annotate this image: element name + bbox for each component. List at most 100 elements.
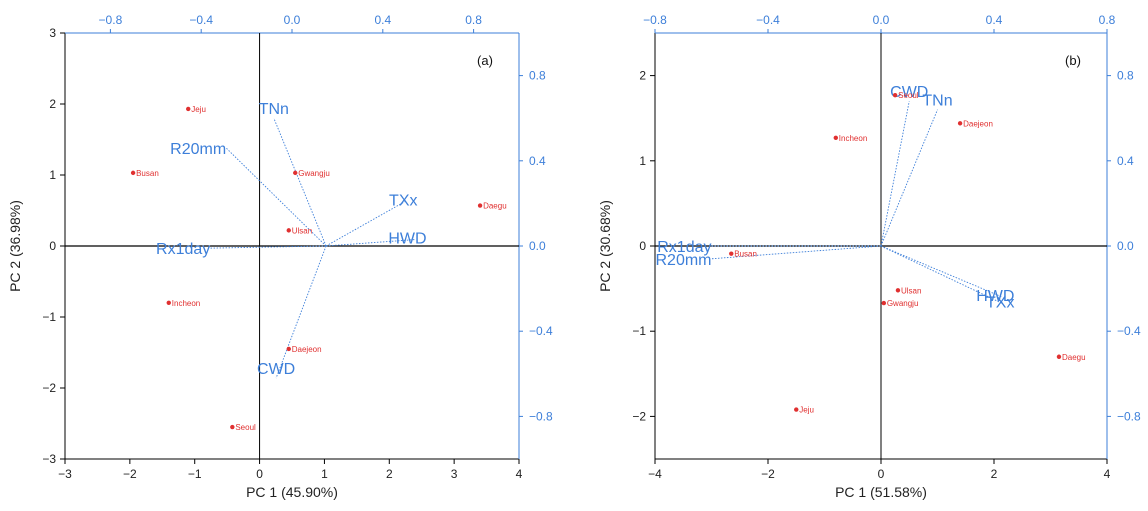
loading-label-hwd: HWD <box>976 288 1014 305</box>
score-label-ulsan: Ulsan <box>292 226 312 235</box>
y-tick-label: 0 <box>639 239 646 253</box>
score-point-busan <box>729 251 734 256</box>
loading-label-tnn: TNn <box>259 101 289 118</box>
loading-vector-cwd <box>880 101 910 247</box>
loading-label-tnn: TNn <box>922 93 952 110</box>
right-tick-label: 0.8 <box>1117 69 1134 83</box>
score-label-daegu: Daegu <box>483 202 507 211</box>
y-tick-label: 0 <box>49 239 56 253</box>
x-tick-label: 1 <box>321 467 328 481</box>
score-point-daejeon <box>957 121 963 126</box>
score-label-gwangju: Gwangju <box>298 169 330 178</box>
y-tick-label: 2 <box>639 69 646 83</box>
x-axis-title: PC 1 (51.58%) <box>835 484 927 500</box>
loading-label-txx: TXx <box>389 192 417 209</box>
score-label-incheon: Incheon <box>839 134 867 143</box>
x-tick-label: 4 <box>516 467 523 481</box>
score-point-gwangju <box>881 300 887 306</box>
score-label-ulsan: Ulsan <box>901 286 921 295</box>
score-label-jeju: Jeju <box>799 406 814 415</box>
score-point-seoul <box>892 92 898 98</box>
y-tick-label: −2 <box>42 381 56 395</box>
loading-vector-tnn <box>273 118 327 247</box>
y-axis-title: PC 2 (36.98%) <box>7 200 23 292</box>
loading-label-cwd: CWD <box>257 361 295 378</box>
score-label-busan: Busan <box>136 169 159 178</box>
loading-vector-hwd <box>880 245 1003 298</box>
score-point-busan <box>130 170 136 176</box>
y-tick-label: 1 <box>639 154 646 168</box>
top-tick-label: −0.8 <box>99 13 123 27</box>
x-tick-label: 3 <box>451 467 458 481</box>
score-label-seoul: Seoul <box>898 91 919 100</box>
top-tick-label: 0.8 <box>1099 13 1116 27</box>
score-point-daejeon <box>286 346 291 352</box>
top-tick-label: −0.4 <box>756 13 780 27</box>
y-tick-label: 1 <box>49 168 56 182</box>
x-tick-label: −1 <box>188 467 202 481</box>
loading-label-r20mm: R20mm <box>170 141 226 158</box>
x-tick-label: −2 <box>123 467 137 481</box>
score-label-seoul: Seoul <box>235 423 256 432</box>
score-label-daegu: Daegu <box>1062 353 1086 362</box>
score-point-jeju <box>794 407 799 412</box>
loading-vector-txx <box>880 245 1003 304</box>
score-point-jeju <box>186 106 191 112</box>
y-tick-label: −2 <box>632 409 646 423</box>
loading-label-rx1day: Rx1day <box>156 241 210 258</box>
score-label-incheon: Incheon <box>172 299 200 308</box>
panel-a: −3 −2 −1 0 1 2 3 4 −3 −2 −1 0 1 2 3 −0.8 −0.4 0.0 0.4 0.8 −0… <box>7 13 553 500</box>
top-tick-label: 0.0 <box>873 13 890 27</box>
right-tick-label: −0.8 <box>1117 409 1141 423</box>
loading-label-txx: TXx <box>986 295 1014 312</box>
x-axis-title: PC 1 (45.90%) <box>246 484 338 500</box>
top-tick-label: 0.4 <box>986 13 1003 27</box>
top-tick-label: 0.0 <box>284 13 301 27</box>
y-tick-label: 3 <box>49 26 56 40</box>
x-tick-label: 2 <box>386 467 393 481</box>
score-point-incheon <box>166 300 171 305</box>
loading-label-r20mm: R20mm <box>655 252 711 269</box>
top-tick-label: 0.4 <box>374 13 391 27</box>
x-tick-label: −3 <box>58 467 72 481</box>
loading-vector-r20mm <box>225 147 327 247</box>
right-tick-label: −0.4 <box>1117 324 1141 338</box>
loading-vector-txx <box>325 200 406 247</box>
score-label-busan: Busan <box>734 250 757 259</box>
top-tick-label: −0.8 <box>643 13 667 27</box>
loading-label-hwd: HWD <box>388 231 426 248</box>
score-label-jeju: Jeju <box>191 105 206 114</box>
panel-label: (a) <box>477 53 493 68</box>
top-tick-label: −0.4 <box>189 13 213 27</box>
x-tick-label: −4 <box>648 467 662 481</box>
x-tick-label: 0 <box>256 467 263 481</box>
score-point-gwangju <box>293 170 298 176</box>
score-point-ulsan <box>286 228 291 233</box>
y-tick-label: −1 <box>632 324 646 338</box>
right-tick-label: 0.0 <box>529 239 546 253</box>
right-tick-label: −0.4 <box>529 324 553 338</box>
score-label-daejeon: Daejeon <box>292 345 322 354</box>
right-tick-label: 0.0 <box>1117 239 1134 253</box>
score-point-daegu <box>1056 354 1062 359</box>
loading-label-rx1day: Rx1day <box>657 239 711 256</box>
x-tick-label: 0 <box>878 467 885 481</box>
x-tick-label: −2 <box>761 467 775 481</box>
score-point-incheon <box>833 135 838 140</box>
loading-vector-rx1day <box>210 245 327 249</box>
x-tick-label: 4 <box>1104 467 1111 481</box>
score-label-gwangju: Gwangju <box>887 299 919 308</box>
y-tick-label: 2 <box>49 97 56 111</box>
x-tick-label: 2 <box>991 467 998 481</box>
score-point-seoul <box>230 424 235 430</box>
top-tick-label: 0.8 <box>465 13 482 27</box>
right-tick-label: 0.8 <box>529 69 546 83</box>
y-tick-label: −1 <box>42 310 56 324</box>
right-tick-label: 0.4 <box>1117 154 1134 168</box>
loading-vector-cwd <box>275 245 327 379</box>
loading-vector-r20mm <box>711 245 882 260</box>
y-axis-title: PC 2 (30.68%) <box>597 200 613 292</box>
panel-label: (b) <box>1065 53 1081 68</box>
score-point-daegu <box>477 203 483 208</box>
